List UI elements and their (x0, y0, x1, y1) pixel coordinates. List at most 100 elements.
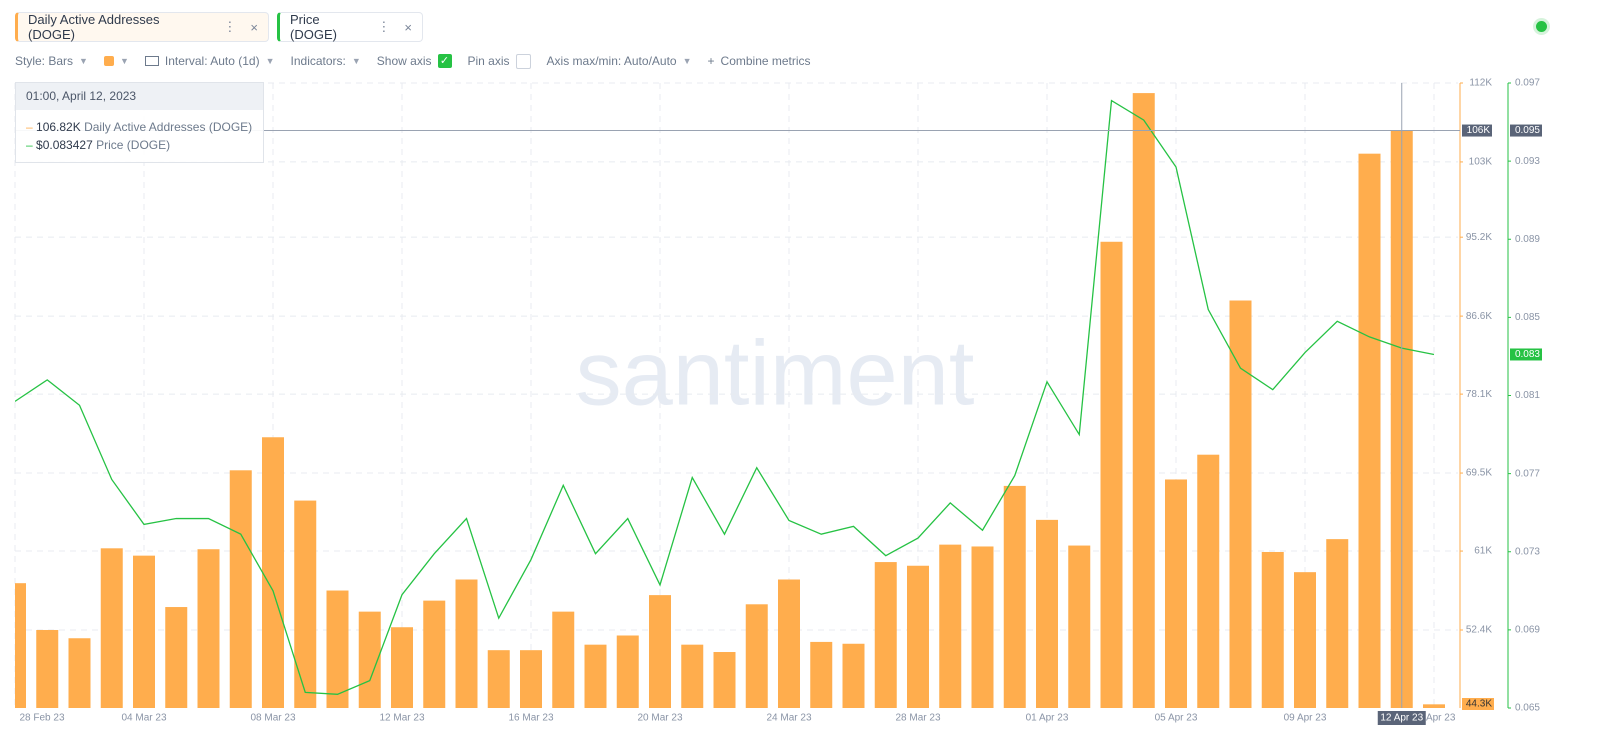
metric-tab[interactable]: Daily Active Addresses (DOGE) ⋮ × (15, 12, 269, 42)
bar (487, 650, 510, 708)
y2-tick-label: 0.077 (1515, 468, 1540, 479)
bar (294, 500, 317, 708)
x-tick-label: 04 Mar 23 (121, 713, 166, 724)
bar (552, 611, 575, 708)
crosshair-y-label-box (1462, 124, 1492, 137)
y2-tick-label: 0.089 (1515, 234, 1540, 245)
show-axis: Show axis (376, 54, 432, 68)
menu-icon[interactable]: ⋮ (377, 19, 391, 34)
x-tick-label: 12 Apr 23 (1380, 713, 1423, 724)
bar (649, 595, 671, 708)
bar (616, 635, 639, 708)
price-line (15, 99, 1435, 695)
axis-minmax[interactable]: Axis max/min: Auto/Auto (546, 54, 677, 68)
crosshair-y2-label-box (1510, 124, 1542, 137)
close-icon[interactable]: × (250, 19, 258, 35)
bar (584, 644, 607, 708)
y2-tick-label: 0.081 (1515, 390, 1540, 401)
close-icon[interactable]: × (404, 19, 412, 35)
bar (36, 629, 59, 708)
chevron: ▼ (351, 56, 361, 66)
last-value-label: 0.083 (1515, 349, 1540, 360)
chevron: ▼ (265, 56, 275, 66)
x-highlight-box (1377, 711, 1426, 725)
bar (1068, 545, 1091, 708)
bar (326, 590, 349, 708)
watermark: santiment (576, 322, 975, 424)
bar (1229, 300, 1252, 708)
chevron: ▼ (79, 56, 88, 66)
bar (133, 555, 155, 708)
tooltip-title: 01:00, April 12, 2023 (16, 83, 263, 110)
bar (907, 565, 929, 708)
interval-icon (144, 56, 159, 66)
metric-tab[interactable]: Price (DOGE) ⋮ × (277, 12, 423, 42)
chevron: ▼ (119, 56, 129, 66)
last-value-label: 44.3K (1466, 699, 1492, 710)
x-tick-label: 05 Apr 23 (1155, 713, 1198, 724)
tooltip-row: – 106.82K Daily Active Addresses (DOGE) (26, 120, 253, 134)
bar (745, 604, 768, 708)
x-tick-label: 28 Mar 23 (895, 713, 940, 724)
checkbox-checked[interactable]: ✓ (437, 54, 452, 68)
y-tick-label: 112K (1469, 78, 1492, 89)
menu-icon[interactable]: ⋮ (223, 19, 237, 34)
bar (1100, 241, 1123, 708)
last-value-label-box (1510, 348, 1542, 361)
tooltip-value: 106.82K (36, 120, 81, 134)
y2-tick-label: 0.085 (1515, 312, 1540, 323)
x-tick-label: 01 Apr 23 (1026, 713, 1069, 724)
y2-tick-label: 0.093 (1515, 156, 1540, 167)
bar (713, 652, 736, 708)
tooltip-series: Daily Active Addresses (DOGE) (84, 120, 253, 134)
x-tick-label: 12 Mar 23 (379, 713, 424, 724)
bar (455, 579, 478, 708)
x-tick-label: 24 Mar 23 (766, 713, 811, 724)
x-tick-label: 09 Apr 23 (1284, 713, 1327, 724)
x-tick-label: 13 Apr 23 (1413, 713, 1456, 724)
y2-tick-label: 0.065 (1515, 703, 1540, 714)
x-tick-label: 16 Mar 23 (508, 713, 553, 724)
bar (810, 641, 833, 708)
x-tick-label: 28 Feb 23 (19, 713, 64, 724)
checkbox[interactable] (515, 53, 531, 69)
bar (100, 548, 123, 708)
chevron: ▼ (682, 56, 692, 66)
bar (229, 470, 252, 708)
tooltip: 01:00, April 12, 2023 – 106.82K Daily Ac… (15, 82, 264, 163)
status-dot (1536, 21, 1547, 32)
indicators-select[interactable]: Indicators: (290, 54, 346, 68)
interval-select[interactable]: Interval: Auto (1d) (164, 54, 260, 68)
y-tick-label: 95.2K (1466, 232, 1492, 243)
y2-tick-label: 0.069 (1515, 625, 1540, 636)
bar (197, 549, 220, 708)
bar (1132, 93, 1155, 708)
crosshair-y2-label: 0.095 (1515, 125, 1540, 136)
y-tick-label: 103K (1469, 157, 1493, 168)
bar (1003, 485, 1026, 708)
bar (391, 627, 413, 708)
combine-metrics[interactable]: Combine metrics (720, 54, 811, 68)
color-swatch[interactable] (103, 56, 114, 66)
bar (1423, 704, 1445, 708)
y-tick-label: 69.5K (1466, 468, 1492, 479)
bar (1036, 519, 1058, 708)
bar (262, 437, 284, 708)
tooltip-row: – $0.083427 Price (DOGE) (26, 138, 171, 152)
bar (971, 546, 994, 708)
x-tick-label: 20 Mar 23 (637, 713, 682, 724)
bar (842, 643, 865, 708)
bar (874, 562, 897, 708)
tooltip-series: Price (DOGE) (96, 138, 171, 152)
bar (165, 607, 188, 708)
toolbar: Style: Bars ▼ ▼ Interval: Auto (1d) ▼ Indi… (15, 53, 817, 69)
x-tick-label: 08 Mar 23 (250, 713, 295, 724)
bar (520, 650, 542, 708)
y2-tick-label: 0.097 (1515, 78, 1540, 89)
style-select[interactable]: Style: Bars (15, 54, 74, 68)
bar (1165, 479, 1187, 708)
bar (15, 583, 26, 708)
bar (1197, 454, 1220, 708)
